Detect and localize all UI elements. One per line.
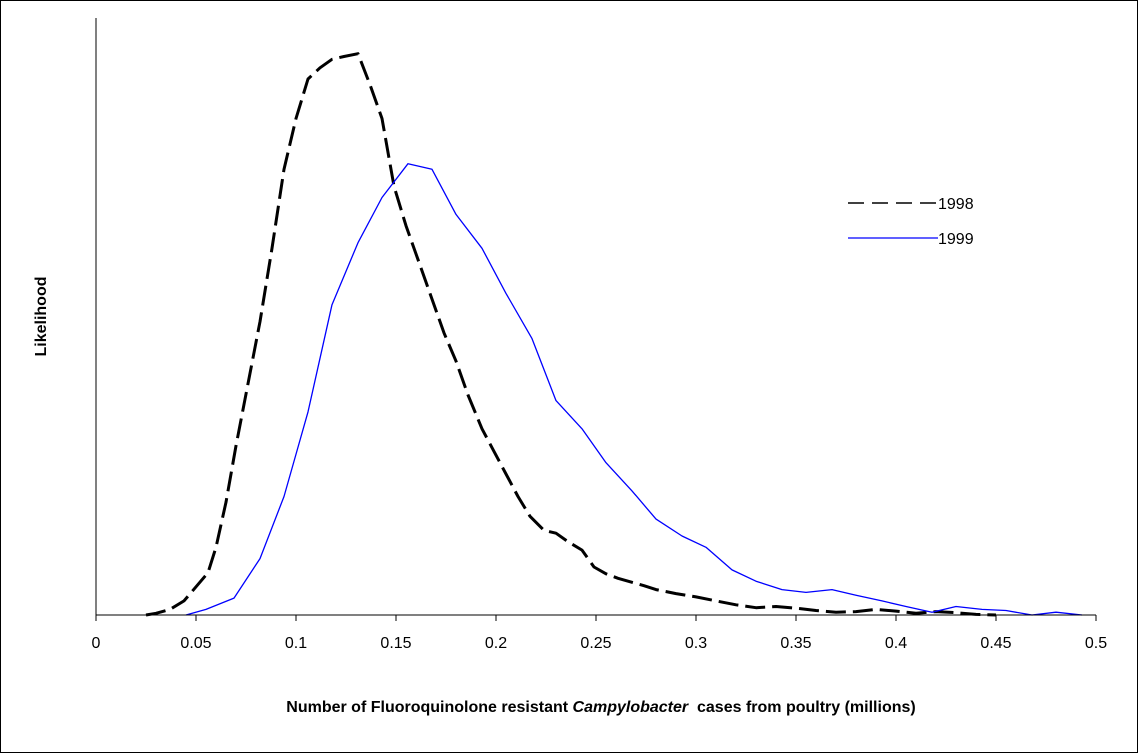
x-axis-title-part1: Number of Fluoroquinolone resistant: [286, 699, 572, 716]
x-tick-label: 0.3: [685, 635, 707, 652]
x-axis-title: Number of Fluoroquinolone resistant Camp…: [286, 699, 915, 716]
axis-layer: 0 0.05 0.1 0.15 0.2 0.25 0.3 0.35 0.4 0.45 0.5: [92, 18, 1107, 652]
x-tick-label: 0.05: [180, 635, 211, 652]
legend-label-1999: 1999: [938, 231, 974, 248]
x-tick-label: 0.35: [780, 635, 811, 652]
x-tick-label: 0.15: [380, 635, 411, 652]
legend-label-1998: 1998: [938, 196, 974, 213]
series-layer: [145, 52, 1083, 617]
x-tick-label: 0.45: [980, 635, 1011, 652]
x-tick-label: 0.1: [285, 635, 307, 652]
x-tick-label: 0.2: [485, 635, 507, 652]
x-tick-label: 0.5: [1085, 635, 1107, 652]
series-line-1998: [145, 52, 997, 617]
x-tick-label: 0.25: [580, 635, 611, 652]
y-axis-title: Likelihood: [33, 277, 50, 357]
series-line-1999: [185, 163, 1083, 616]
x-tick-label: 0.4: [885, 635, 907, 652]
x-axis-title-italic: Campylobacter: [573, 699, 689, 716]
legend-layer: 1998 1999: [848, 196, 974, 248]
x-axis-title-part2: cases from poultry (millions): [688, 699, 916, 716]
plot-area: [96, 18, 1096, 615]
plot-background: [96, 18, 1096, 615]
x-tick-label: 0: [92, 635, 101, 652]
